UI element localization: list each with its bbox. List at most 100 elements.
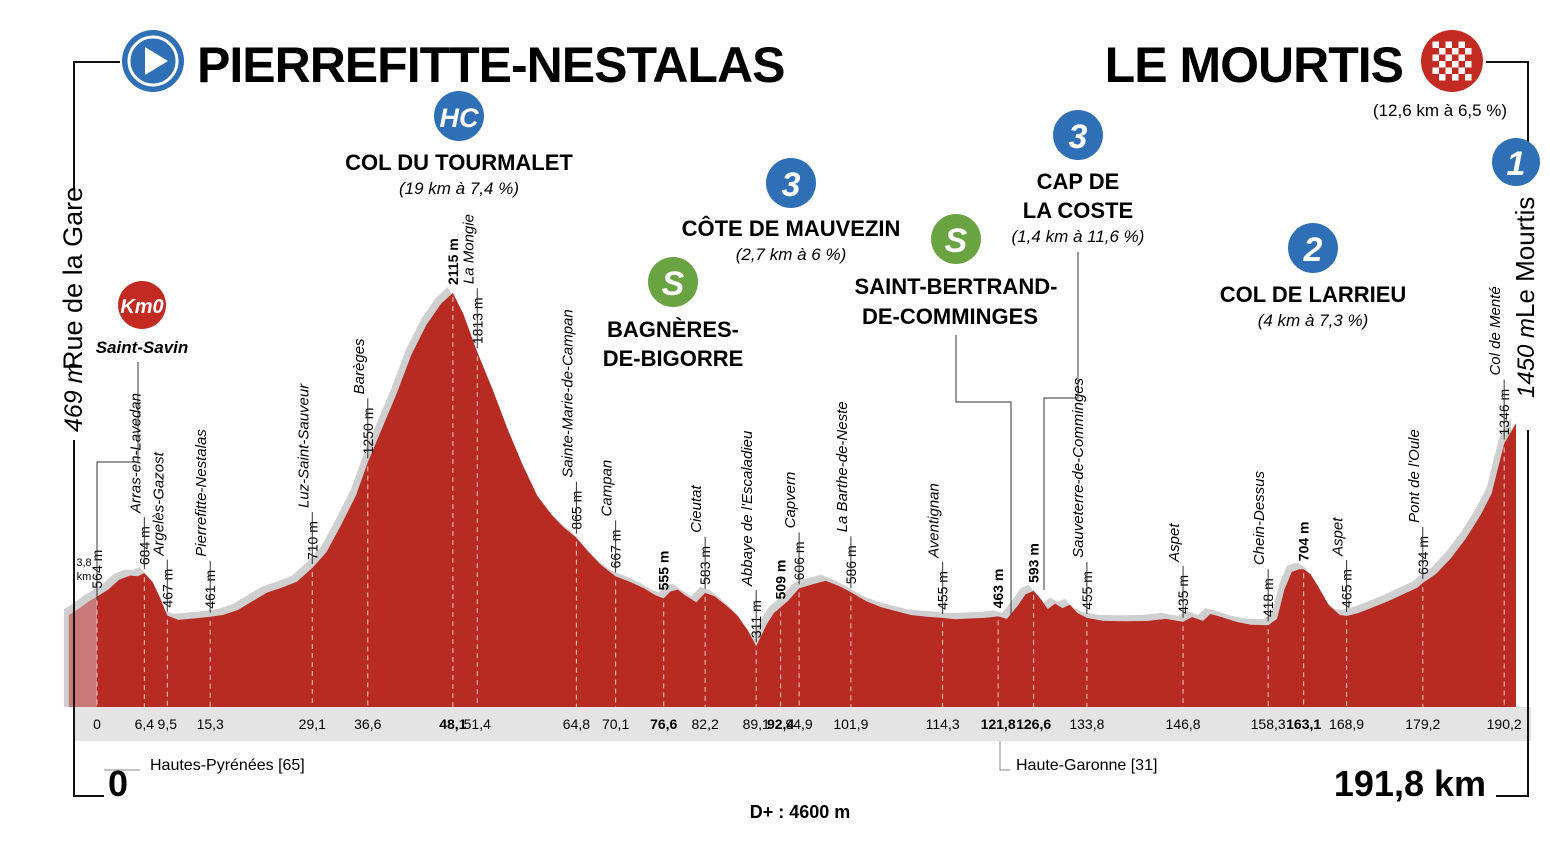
sprint-name-bagneres-1: BAGNÈRES- [607, 317, 739, 342]
flag-square [1445, 74, 1452, 81]
marker-altitude: 704 m [1296, 521, 1312, 561]
profile-marker: 2115 m 48,1 [439, 238, 466, 732]
flag-square [1465, 48, 1472, 55]
axis-km-label: 15,3 [197, 716, 224, 732]
climb-name-coste-1: CAP DE [1037, 169, 1120, 194]
flag-square [1465, 67, 1472, 74]
chequered-flag-icon [1421, 30, 1483, 92]
flag-square [1452, 54, 1459, 61]
marker-place-name: Aspet [1330, 517, 1347, 557]
km0-distance-2: km [77, 571, 92, 583]
axis-km-label: 121,8 [981, 716, 1016, 732]
marker-place-name: Sauveterre-de-Comminges [1070, 377, 1087, 558]
flag-square [1439, 67, 1446, 74]
svg-text:2: 2 [1303, 231, 1323, 269]
flag-square [1439, 61, 1446, 68]
marker-place-name: Cieutat [688, 485, 705, 533]
axis-km-label: 94,9 [785, 716, 812, 732]
axis-km-label: 101,9 [833, 716, 868, 732]
axis-km-label: 6,4 [135, 716, 155, 732]
axis-km-label: 70,1 [602, 716, 629, 732]
marker-altitude: 463 m [990, 569, 1006, 609]
flag-square [1452, 61, 1459, 68]
flag-square [1458, 61, 1465, 68]
flag-square [1432, 74, 1439, 81]
axis-km-label: 89,1 [743, 716, 770, 732]
flag-square [1458, 54, 1465, 61]
climb-badge-cat-1: 1 [1492, 138, 1540, 186]
climb-badge-hc: HC [434, 91, 484, 141]
axis-km-label: 29,1 [299, 716, 326, 732]
play-icon [122, 30, 184, 92]
climb-detail-mauvezin: (2,7 km à 6 %) [736, 245, 847, 264]
department-2-tick [999, 741, 1010, 771]
profile-marker: 704 m 163,1 [1286, 521, 1321, 732]
marker-place-name: Pierrefitte-Nestalas [193, 429, 210, 557]
axis-km-label: 190,2 [1487, 716, 1522, 732]
start-bracket-line [73, 61, 120, 190]
climb-name-mauvezin: CÔTE DE MAUVEZIN [682, 216, 901, 241]
start-town-title: PIERREFITTE-NESTALAS [197, 37, 784, 93]
svg-text:S: S [662, 265, 685, 303]
flag-square [1432, 54, 1439, 61]
flag-square [1439, 74, 1446, 81]
sprint-badge-bagneres: S [648, 257, 698, 307]
flag-square [1452, 41, 1459, 48]
distance-axis-band [74, 707, 1531, 741]
marker-place-name: Abbaye de l'Escaladieu [739, 430, 756, 587]
marker-place-name: Arras-en-Lavedan [127, 393, 144, 514]
climb-name-tourmalet: COL DU TOURMALET [345, 150, 573, 175]
sprint-name-saint-bertrand-2: DE-COMMINGES [862, 304, 1038, 329]
axis-km-label: 9,5 [158, 716, 178, 732]
flag-square [1439, 41, 1446, 48]
marker-place-name: Sainte-Marie-de-Campan [559, 309, 576, 477]
axis-km-label: 146,8 [1166, 716, 1201, 732]
flag-square [1465, 74, 1472, 81]
finish-bracket-line [1486, 61, 1529, 180]
climb-detail-tourmalet: (19 km à 7,4 %) [399, 179, 519, 198]
flag-square [1432, 48, 1439, 55]
km0-distance-1: 3,8 [76, 557, 91, 569]
saint-bertrand-leader [955, 335, 1012, 615]
axis-km-label: 82,2 [692, 716, 719, 732]
marker-place-name: Barèges [351, 338, 368, 394]
sprint-name-bagneres-2: DE-BIGORRE [603, 346, 744, 371]
climb-name-coste-2: LA COSTE [1023, 198, 1133, 223]
marker-place-name: Capvern [782, 472, 799, 529]
flag-square [1445, 54, 1452, 61]
axis-km-label: 158,3 [1251, 716, 1286, 732]
flag-square [1458, 74, 1465, 81]
axis-km-label: 133,8 [1069, 716, 1104, 732]
marker-altitude: 509 m [773, 560, 789, 600]
svg-text:HC: HC [440, 103, 479, 133]
flag-square [1439, 54, 1446, 61]
marker-place-name: Chein-Dessus [1251, 470, 1268, 565]
marker-altitude: 2115 m [445, 238, 461, 285]
flag-square [1432, 61, 1439, 68]
marker-place-name: Col de Menté [1487, 286, 1504, 375]
climb-badge-mauvezin: 3 [766, 158, 816, 208]
flag-square [1445, 48, 1452, 55]
flag-square [1439, 48, 1446, 55]
flag-square [1432, 67, 1439, 74]
marker-place-name: Argelès-Gazost [150, 451, 167, 556]
sprint-name-saint-bertrand-1: SAINT-BERTRAND- [855, 274, 1058, 299]
axis-km-label: 51,4 [464, 716, 491, 732]
flag-square [1445, 67, 1452, 74]
axis-km-label: 36,6 [354, 716, 381, 732]
climb-badge-coste: 3 [1053, 110, 1103, 160]
profile-marker: 509 m 92,4 [767, 560, 794, 732]
flag-square [1458, 41, 1465, 48]
climb-badge-larrieu: 2 [1288, 223, 1338, 273]
finish-climb-note: (12,6 km à 6,5 %) [1373, 101, 1507, 120]
svg-text:1: 1 [1507, 145, 1526, 183]
